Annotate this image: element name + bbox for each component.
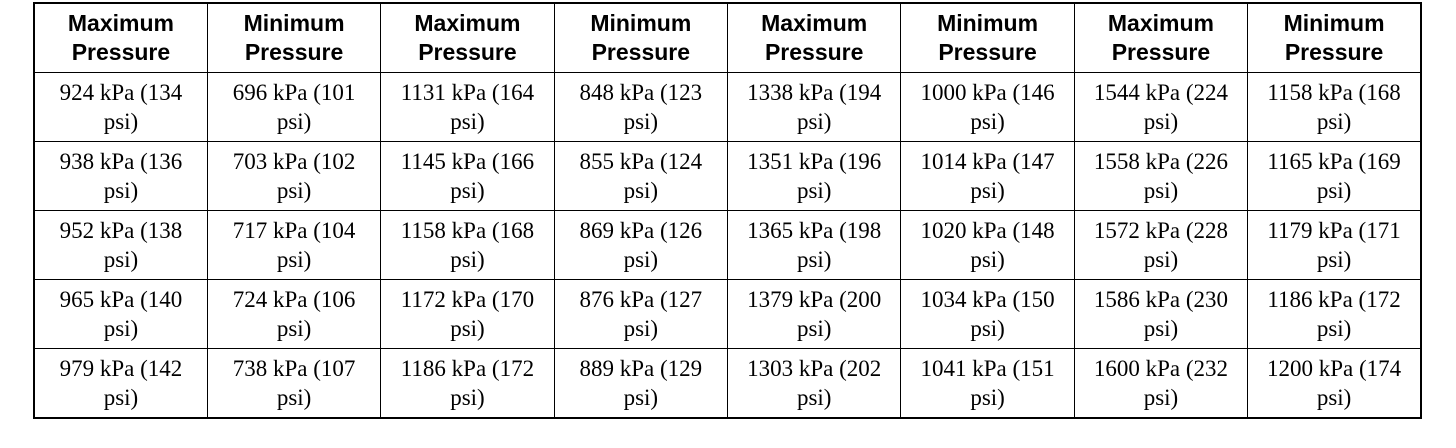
table-row: 952 kPa (138 psi) 717 kPa (104 psi) 1158 k… — [33, 210, 1422, 280]
header-cell: Minimum Pressure — [900, 2, 1075, 73]
table-cell: 869 kPa (126 psi) — [553, 210, 729, 280]
table-cell: 1379 kPa (200 psi) — [726, 279, 902, 349]
table-cell: 938 kPa (136 psi) — [33, 141, 208, 211]
table-cell: 1544 kPa (224 psi) — [1073, 72, 1249, 142]
table-cell: 965 kPa (140 psi) — [33, 279, 208, 349]
table-cell: 848 kPa (123 psi) — [553, 72, 729, 142]
table-cell: 1014 kPa (147 psi) — [900, 141, 1075, 211]
table-row: 938 kPa (136 psi) 703 kPa (102 psi) 1145 k… — [33, 141, 1422, 211]
table-cell: 855 kPa (124 psi) — [553, 141, 729, 211]
pressure-table: Maximum Pressure Minimum Pressure Maximum … — [33, 2, 1422, 419]
table-row: 924 kPa (134 psi) 696 kPa (101 psi) 1131 k… — [33, 72, 1422, 142]
table-cell: 738 kPa (107 psi) — [206, 348, 382, 419]
table-cell: 876 kPa (127 psi) — [553, 279, 729, 349]
table-cell: 889 kPa (129 psi) — [553, 348, 729, 419]
table-row: 979 kPa (142 psi) 738 kPa (107 psi) 1186 k… — [33, 348, 1422, 419]
header-row: Maximum Pressure Minimum Pressure Maximum … — [33, 2, 1422, 73]
table-cell: 1351 kPa (196 psi) — [726, 141, 902, 211]
table-cell: 1186 kPa (172 psi) — [380, 348, 555, 419]
header-cell: Maximum Pressure — [1073, 2, 1249, 73]
table-cell: 717 kPa (104 psi) — [206, 210, 382, 280]
table-cell: 696 kPa (101 psi) — [206, 72, 382, 142]
header-cell: Minimum Pressure — [553, 2, 729, 73]
table-cell: 1186 kPa (172 psi) — [1247, 279, 1422, 349]
table-cell: 1586 kPa (230 psi) — [1073, 279, 1249, 349]
table-cell: 1131 kPa (164 psi) — [380, 72, 555, 142]
table-cell: 1158 kPa (168 psi) — [380, 210, 555, 280]
header-cell: Maximum Pressure — [380, 2, 555, 73]
table-cell: 1600 kPa (232 psi) — [1073, 348, 1249, 419]
table-row: 965 kPa (140 psi) 724 kPa (106 psi) 1172 k… — [33, 279, 1422, 349]
table-cell: 1365 kPa (198 psi) — [726, 210, 902, 280]
header-cell: Minimum Pressure — [206, 2, 382, 73]
table-body: 924 kPa (134 psi) 696 kPa (101 psi) 1131 k… — [33, 72, 1422, 419]
table-cell: 1558 kPa (226 psi) — [1073, 141, 1249, 211]
table-cell: 1000 kPa (146 psi) — [900, 72, 1075, 142]
table-cell: 924 kPa (134 psi) — [33, 72, 208, 142]
table-cell: 979 kPa (142 psi) — [33, 348, 208, 419]
table-cell: 1158 kPa (168 psi) — [1247, 72, 1422, 142]
table-cell: 724 kPa (106 psi) — [206, 279, 382, 349]
header-cell: Maximum Pressure — [33, 2, 208, 73]
header-cell: Maximum Pressure — [726, 2, 902, 73]
table-cell: 1303 kPa (202 psi) — [726, 348, 902, 419]
header-cell: Minimum Pressure — [1247, 2, 1422, 73]
table-cell: 1145 kPa (166 psi) — [380, 141, 555, 211]
table-cell: 703 kPa (102 psi) — [206, 141, 382, 211]
table-cell: 1200 kPa (174 psi) — [1247, 348, 1422, 419]
table-cell: 952 kPa (138 psi) — [33, 210, 208, 280]
table-cell: 1034 kPa (150 psi) — [900, 279, 1075, 349]
table-cell: 1041 kPa (151 psi) — [900, 348, 1075, 419]
table-cell: 1179 kPa (171 psi) — [1247, 210, 1422, 280]
table-cell: 1172 kPa (170 psi) — [380, 279, 555, 349]
table-cell: 1572 kPa (228 psi) — [1073, 210, 1249, 280]
table-cell: 1165 kPa (169 psi) — [1247, 141, 1422, 211]
table-cell: 1338 kPa (194 psi) — [726, 72, 902, 142]
table-cell: 1020 kPa (148 psi) — [900, 210, 1075, 280]
